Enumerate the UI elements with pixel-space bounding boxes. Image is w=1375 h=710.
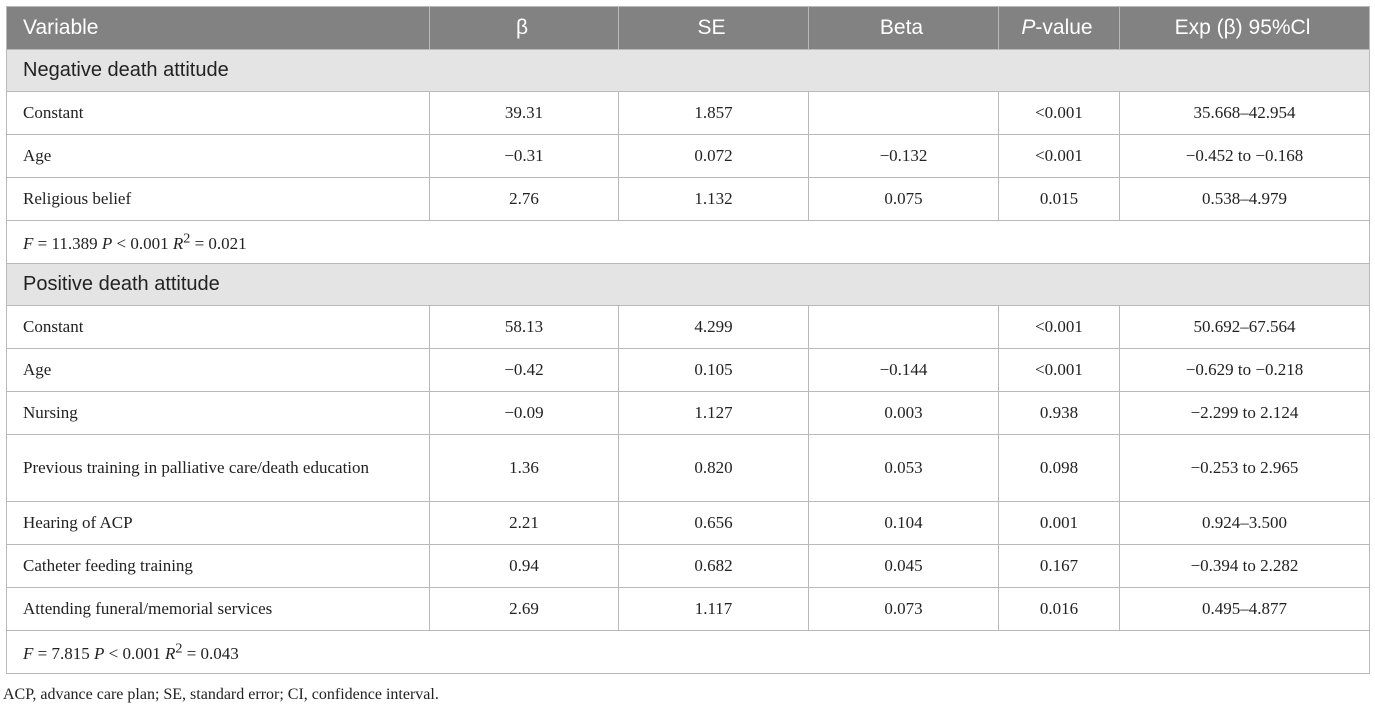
row-se: 0.072 [618, 134, 809, 178]
table-row: Constant 58.13 4.299 <0.001 50.692–67.564 [6, 305, 1370, 349]
row-se: 1.117 [618, 587, 809, 631]
table-row: Attending funeral/memorial services 2.69 1… [6, 587, 1370, 631]
row-beta: 0.053 [808, 434, 999, 502]
row-beta-coef: −0.09 [429, 391, 619, 435]
row-se: 1.857 [618, 91, 809, 135]
table-row: Age −0.31 0.072 −0.132 <0.001 −0.452 to −0.16… [6, 134, 1370, 178]
row-se: 4.299 [618, 305, 809, 349]
row-exp-ci: −2.299 to 2.124 [1119, 391, 1370, 435]
row-exp-ci: −0.253 to 2.965 [1119, 434, 1370, 502]
row-beta-coef: 2.69 [429, 587, 619, 631]
section-header: Negative death attitude [6, 49, 1370, 92]
row-beta-coef: 2.76 [429, 177, 619, 221]
row-se: 0.656 [618, 501, 809, 545]
row-se: 0.820 [618, 434, 809, 502]
table-row: Constant 39.31 1.857 <0.001 35.668–42.954 [6, 91, 1370, 135]
row-p-value: 0.938 [998, 391, 1120, 435]
table-row: Religious belief 2.76 1.132 0.075 0.015 0.538… [6, 177, 1370, 221]
row-p-value: <0.001 [998, 134, 1120, 178]
row-p-value: 0.016 [998, 587, 1120, 631]
row-beta [808, 305, 999, 349]
row-se: 1.127 [618, 391, 809, 435]
regression-table: Variable β SE Beta P-value Exp (β) 95%Cl… [6, 6, 1370, 674]
row-exp-ci: 0.924–3.500 [1119, 501, 1370, 545]
r2-value: 0.021 [208, 233, 247, 253]
row-p-value: 0.015 [998, 177, 1120, 221]
row-exp-ci: −0.452 to −0.168 [1119, 134, 1370, 178]
row-p-value: <0.001 [998, 305, 1120, 349]
row-variable: Attending funeral/memorial services [6, 587, 430, 631]
table-row: Previous training in palliative care/dea… [6, 434, 1370, 502]
row-variable: Religious belief [6, 177, 430, 221]
header-exp-ci: Exp (β) 95%Cl [1119, 6, 1370, 50]
row-se: 0.682 [618, 544, 809, 588]
table-body: Negative death attitude Constant 39.31 1.85… [6, 49, 1370, 674]
row-beta-coef: 1.36 [429, 434, 619, 502]
p-value: 0.001 [130, 233, 169, 253]
row-exp-ci: 0.538–4.979 [1119, 177, 1370, 221]
row-beta-coef: 58.13 [429, 305, 619, 349]
row-p-value: <0.001 [998, 348, 1120, 392]
row-se: 1.132 [618, 177, 809, 221]
section-title: Negative death attitude [6, 49, 1370, 92]
row-p-value: 0.001 [998, 501, 1120, 545]
header-variable: Variable [6, 6, 430, 50]
row-beta: 0.104 [808, 501, 999, 545]
row-exp-ci: 50.692–67.564 [1119, 305, 1370, 349]
r2-value: 0.043 [200, 643, 239, 663]
row-variable: Hearing of ACP [6, 501, 430, 545]
row-beta-coef: 0.94 [429, 544, 619, 588]
model-stat: F = 7.815 P < 0.001 R2 = 0.043 [6, 630, 1370, 674]
row-beta-coef: 2.21 [429, 501, 619, 545]
model-stat: F = 11.389 P < 0.001 R2 = 0.021 [6, 220, 1370, 264]
table-row: Catheter feeding training 0.94 0.682 0.045 0… [6, 544, 1370, 588]
row-beta-coef: −0.31 [429, 134, 619, 178]
row-p-value: 0.167 [998, 544, 1120, 588]
row-beta-coef: −0.42 [429, 348, 619, 392]
row-exp-ci: 35.668–42.954 [1119, 91, 1370, 135]
row-beta [808, 91, 999, 135]
row-beta: −0.144 [808, 348, 999, 392]
f-value: 7.815 [51, 643, 90, 663]
row-beta-coef: 39.31 [429, 91, 619, 135]
model-stat-row: F = 11.389 P < 0.001 R2 = 0.021 [6, 220, 1370, 264]
row-p-value: <0.001 [998, 91, 1120, 135]
table-row: Nursing −0.09 1.127 0.003 0.938 −2.299 to 2.1… [6, 391, 1370, 435]
header-beta: Beta [808, 6, 999, 50]
table-row: Age −0.42 0.105 −0.144 <0.001 −0.629 to −0.21… [6, 348, 1370, 392]
row-variable: Catheter feeding training [6, 544, 430, 588]
row-variable: Constant [6, 305, 430, 349]
row-beta: 0.073 [808, 587, 999, 631]
row-variable: Nursing [6, 391, 430, 435]
header-p-value: P-value [998, 6, 1120, 50]
row-variable: Age [6, 348, 430, 392]
header-se: SE [618, 6, 809, 50]
row-variable: Age [6, 134, 430, 178]
row-beta: −0.132 [808, 134, 999, 178]
row-variable: Constant [6, 91, 430, 135]
model-stat-row: F = 7.815 P < 0.001 R2 = 0.043 [6, 630, 1370, 674]
row-p-value: 0.098 [998, 434, 1120, 502]
row-beta: 0.075 [808, 177, 999, 221]
f-value: 11.389 [51, 233, 98, 253]
row-se: 0.105 [618, 348, 809, 392]
p-value: 0.001 [122, 643, 161, 663]
header-beta-coef: β [429, 6, 619, 50]
table-header-row: Variable β SE Beta P-value Exp (β) 95%Cl [6, 6, 1370, 50]
table-footnote: ACP, advance care plan; SE, standard err… [3, 686, 439, 703]
section-title: Positive death attitude [6, 263, 1370, 306]
row-exp-ci: 0.495–4.877 [1119, 587, 1370, 631]
row-exp-ci: −0.629 to −0.218 [1119, 348, 1370, 392]
row-exp-ci: −0.394 to 2.282 [1119, 544, 1370, 588]
row-beta: 0.045 [808, 544, 999, 588]
row-variable: Previous training in palliative care/dea… [6, 434, 430, 502]
row-beta: 0.003 [808, 391, 999, 435]
table-row: Hearing of ACP 2.21 0.656 0.104 0.001 0.924–3… [6, 501, 1370, 545]
section-header: Positive death attitude [6, 263, 1370, 306]
